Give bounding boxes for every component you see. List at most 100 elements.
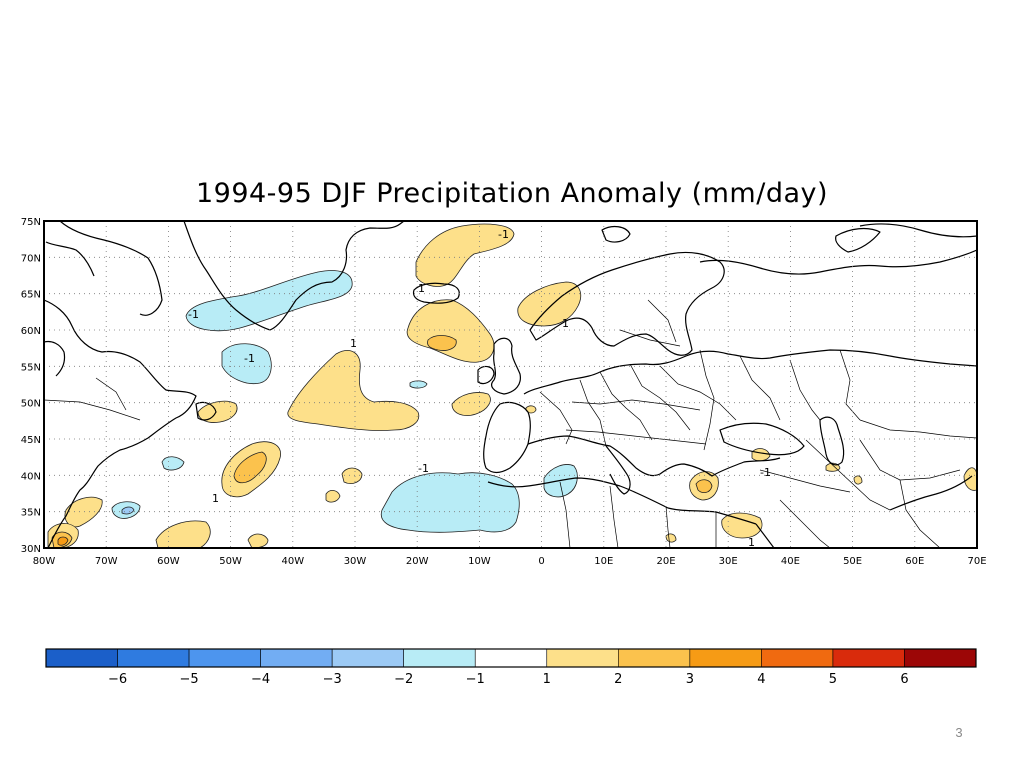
- contour-label: 1: [350, 337, 357, 350]
- political-borders: [44, 299, 977, 548]
- latitude-labels: 75N 70N 65N 60N 55N 50N 45N 40N 35N 30N: [21, 217, 41, 555]
- color-scale-box: [403, 648, 476, 668]
- positive-anomaly-subtropical-central: [155, 520, 211, 548]
- positive-anomaly-bay-of-biscay: [451, 392, 491, 416]
- longitude-label: 0: [538, 556, 544, 567]
- positive-anomaly-core-caribbean-inner: [57, 536, 69, 546]
- latitude-label: 40N: [21, 471, 41, 482]
- border-north-america-1: [44, 399, 141, 421]
- border-mideast-2: [779, 499, 831, 548]
- latitude-label: 55N: [21, 362, 41, 373]
- color-scale-box: [546, 648, 619, 668]
- latitude-label: 75N: [21, 217, 41, 228]
- longitude-label: 10E: [594, 556, 613, 567]
- color-scale-tick-label: −2: [394, 672, 413, 687]
- color-scale-tick-label: 3: [686, 672, 694, 687]
- border-europe-1: [539, 391, 573, 445]
- color-scale-tick-labels: −6 −5 −4 −3 −2 −1 1 2 3 4 5 6: [108, 672, 909, 687]
- coastline-iberia: [483, 401, 531, 474]
- coastline-russia-arctic: [699, 249, 977, 275]
- contour-label: -1: [498, 228, 509, 241]
- longitude-label: 40E: [781, 556, 800, 567]
- positive-anomaly-azores: [341, 467, 363, 484]
- color-scale-tick-label: 2: [614, 672, 622, 687]
- coastline-novaya-zemlya: [835, 227, 881, 253]
- color-scale-tick-label: −3: [323, 672, 342, 687]
- positive-anomaly-sahara-small: [665, 533, 677, 543]
- border-europe-11: [647, 299, 677, 343]
- coastline-north-america: [44, 299, 197, 548]
- coastline-kara-sea: [859, 223, 977, 238]
- contour-labels: -1 -1 1 1 -1 1 1 -1 -1 1: [188, 228, 771, 549]
- anomaly-shading: [47, 223, 977, 548]
- latitude-label: 50N: [21, 399, 41, 410]
- latitude-label: 65N: [21, 290, 41, 301]
- longitude-label: 80W: [33, 556, 56, 567]
- negative-anomaly-gulf-stream-small: [161, 456, 185, 471]
- contour-label: 1: [212, 492, 219, 505]
- border-mideast-1: [759, 469, 851, 493]
- coastline-red-sea: [755, 523, 775, 548]
- longitude-label: 70W: [95, 556, 118, 567]
- slide-number: 3: [955, 725, 963, 740]
- border-europe-7: [739, 355, 781, 421]
- coastline-newfoundland: [195, 401, 217, 421]
- longitude-label: 50W: [219, 556, 242, 567]
- latitude-label: 30N: [21, 544, 41, 555]
- contour-label: -1: [418, 462, 429, 475]
- color-scale-outline: [45, 648, 977, 668]
- negative-anomaly-subtropical-atlantic: [380, 472, 520, 533]
- map-frame: [43, 220, 978, 549]
- positive-anomaly-core-gulf-stream: [233, 451, 267, 484]
- longitude-label: 10W: [468, 556, 491, 567]
- border-europe-9: [565, 429, 707, 445]
- color-scale-tick-label: −6: [108, 672, 127, 687]
- contour-label: -1: [244, 352, 255, 365]
- color-scale-tick-label: 5: [829, 672, 837, 687]
- positive-anomaly-norwegian-sea: [517, 281, 582, 327]
- longitude-label: 20W: [406, 556, 429, 567]
- contour-label: 1: [418, 282, 425, 295]
- coastline-persian-gulf: [889, 475, 973, 511]
- color-scale-tick-label: 4: [757, 672, 765, 687]
- color-scale-boxes: [45, 648, 977, 668]
- map-title: 1994-95 DJF Precipitation Anomaly (mm/da…: [195, 178, 829, 209]
- color-scale-box: [689, 648, 762, 668]
- border-europe-5: [659, 365, 737, 421]
- contour-label: 1: [748, 536, 755, 549]
- border-asia-2: [839, 349, 861, 421]
- coastline-scandinavia: [529, 251, 725, 356]
- negative-anomaly-north-atlantic-small: [409, 380, 428, 389]
- color-scale-tick-label: −5: [179, 672, 198, 687]
- coastline-ireland: [477, 365, 495, 385]
- color-scale-tick-label: 1: [543, 672, 551, 687]
- longitude-label: 30W: [344, 556, 367, 567]
- border-europe-8: [571, 399, 701, 411]
- coastline-baffin: [59, 221, 163, 316]
- border-europe-6: [699, 349, 715, 451]
- positive-anomaly-black-sea: [751, 448, 771, 462]
- positive-anomaly-iran-small: [853, 475, 863, 485]
- coastline-greenland: [183, 221, 405, 331]
- color-scale-box: [45, 648, 118, 668]
- positive-anomaly-azores-small: [325, 490, 341, 503]
- negative-anomaly-subtropical-west-core: [121, 506, 135, 515]
- color-scale-box: [260, 648, 333, 668]
- color-scale-tick-label: −4: [251, 672, 270, 687]
- border-asia-1: [789, 359, 821, 421]
- color-scale-box: [832, 648, 905, 668]
- coastline-canada-arctic: [45, 241, 95, 277]
- longitude-label: 40W: [281, 556, 304, 567]
- positive-anomaly-subtropical-central-small: [247, 533, 269, 548]
- contour-label: 1: [562, 317, 569, 330]
- color-scale-box: [331, 648, 404, 668]
- longitude-label: 70E: [967, 556, 986, 567]
- longitude-label: 60E: [905, 556, 924, 567]
- coastline-caspian: [819, 416, 845, 466]
- coastline-iceland: [412, 282, 460, 304]
- color-scale-box: [904, 648, 977, 668]
- border-africa-2: [609, 485, 619, 548]
- negative-anomaly-labrador: [221, 343, 272, 385]
- border-asia-3: [859, 419, 977, 439]
- border-europe-2: [579, 379, 607, 447]
